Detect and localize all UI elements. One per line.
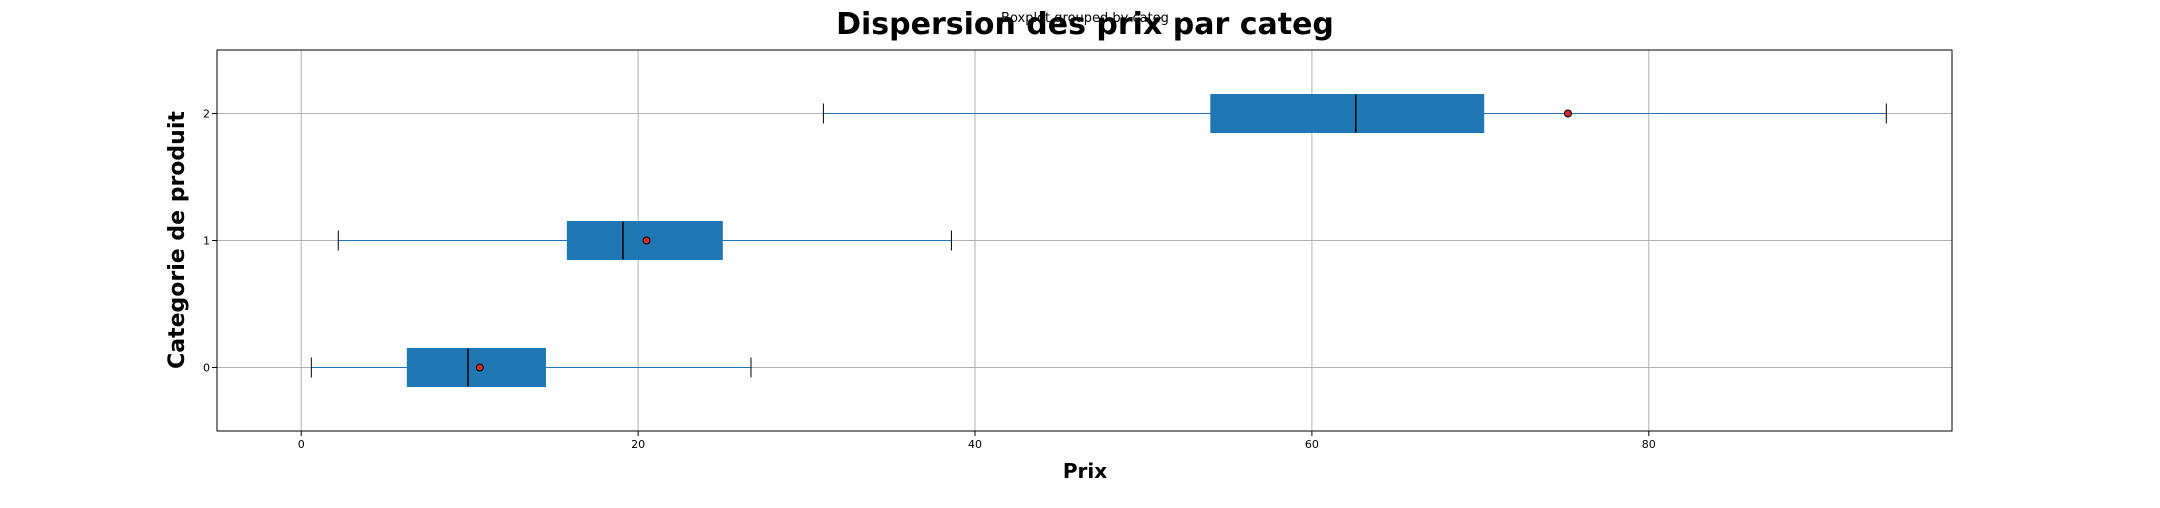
chart-title: Dispersion des prix par categ (836, 7, 1334, 42)
y-tick-label: 2 (203, 108, 210, 121)
mean-marker (642, 236, 651, 245)
x-tick-label: 20 (631, 438, 645, 451)
plot-area-frame (216, 49, 1953, 432)
x-tick-label: 60 (1305, 438, 1319, 451)
mean-marker (475, 363, 484, 372)
x-tick-label: 80 (1642, 438, 1656, 451)
box-category-2 (822, 94, 1887, 133)
y-axis-label: Categorie de produit (165, 111, 190, 369)
x-tick-label: 40 (968, 438, 982, 451)
box-category-1 (337, 221, 952, 260)
y-tick-label: 0 (203, 362, 210, 375)
figure-suptitle: Boxplot grouped by categ (1001, 11, 1169, 26)
x-tick-label: 0 (298, 438, 305, 451)
x-axis-label: Prix (1063, 459, 1107, 483)
mean-marker (1563, 109, 1572, 118)
box-series (310, 94, 1887, 387)
y-tick-label: 1 (203, 235, 210, 248)
box-iqr (1210, 94, 1485, 133)
box-category-0 (310, 348, 752, 387)
axis-ticks: 0 20 40 60 80 0 1 2 (203, 108, 1656, 452)
